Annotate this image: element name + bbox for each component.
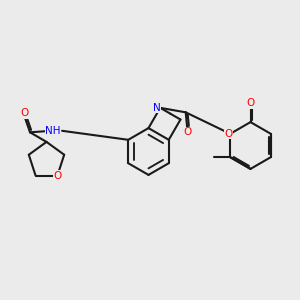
Text: O: O <box>246 98 255 108</box>
Text: O: O <box>53 170 62 181</box>
Text: O: O <box>225 129 233 139</box>
Text: O: O <box>20 108 29 118</box>
Text: N: N <box>153 103 160 113</box>
Text: O: O <box>183 127 191 137</box>
Text: NH: NH <box>45 126 61 136</box>
